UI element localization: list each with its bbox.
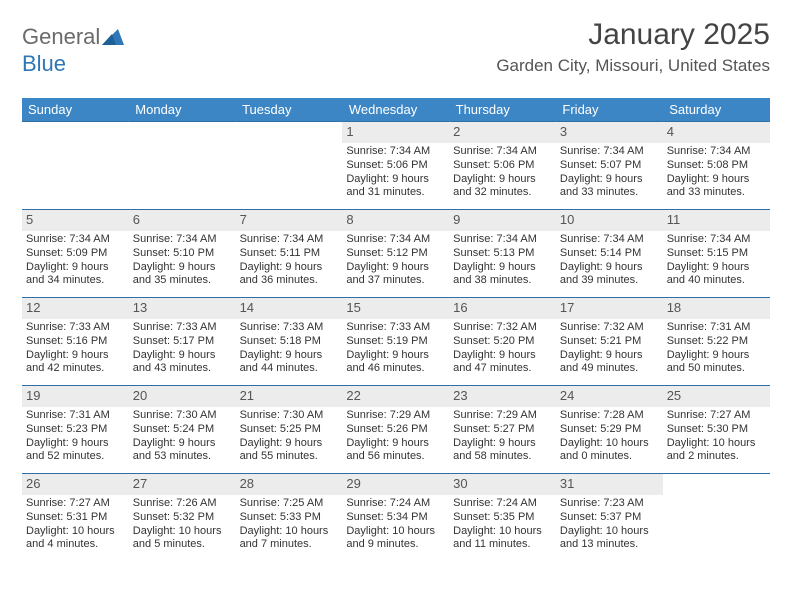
day-number-cell: 12	[22, 298, 129, 320]
day-detail-cell: Sunrise: 7:27 AMSunset: 5:30 PMDaylight:…	[663, 407, 770, 474]
day-number-cell: 20	[129, 386, 236, 408]
day-detail-cell: Sunrise: 7:34 AMSunset: 5:14 PMDaylight:…	[556, 231, 663, 298]
day-number-row: 19202122232425	[22, 386, 770, 408]
day-detail-cell: Sunrise: 7:32 AMSunset: 5:21 PMDaylight:…	[556, 319, 663, 386]
col-wednesday: Wednesday	[342, 98, 449, 122]
day-number-cell: 17	[556, 298, 663, 320]
day-number-cell: 19	[22, 386, 129, 408]
day-detail-cell: Sunrise: 7:29 AMSunset: 5:27 PMDaylight:…	[449, 407, 556, 474]
day-number-cell: 9	[449, 210, 556, 232]
day-number-cell: 8	[342, 210, 449, 232]
col-friday: Friday	[556, 98, 663, 122]
day-detail-cell: Sunrise: 7:34 AMSunset: 5:15 PMDaylight:…	[663, 231, 770, 298]
day-detail-cell: Sunrise: 7:34 AMSunset: 5:13 PMDaylight:…	[449, 231, 556, 298]
day-number-cell	[22, 122, 129, 144]
day-detail-cell	[236, 143, 343, 210]
day-detail-cell: Sunrise: 7:30 AMSunset: 5:24 PMDaylight:…	[129, 407, 236, 474]
col-saturday: Saturday	[663, 98, 770, 122]
col-thursday: Thursday	[449, 98, 556, 122]
day-detail-cell: Sunrise: 7:29 AMSunset: 5:26 PMDaylight:…	[342, 407, 449, 474]
day-detail-cell	[129, 143, 236, 210]
day-number-cell: 25	[663, 386, 770, 408]
day-number-cell: 4	[663, 122, 770, 144]
day-number-cell: 22	[342, 386, 449, 408]
calendar-page: General Blue January 2025 Garden City, M…	[0, 0, 792, 612]
day-detail-cell: Sunrise: 7:32 AMSunset: 5:20 PMDaylight:…	[449, 319, 556, 386]
day-number-cell: 23	[449, 386, 556, 408]
day-number-cell: 31	[556, 474, 663, 496]
day-detail-cell: Sunrise: 7:34 AMSunset: 5:12 PMDaylight:…	[342, 231, 449, 298]
day-number-row: 12131415161718	[22, 298, 770, 320]
day-number-cell: 2	[449, 122, 556, 144]
day-detail-cell: Sunrise: 7:30 AMSunset: 5:25 PMDaylight:…	[236, 407, 343, 474]
day-detail-cell: Sunrise: 7:25 AMSunset: 5:33 PMDaylight:…	[236, 495, 343, 561]
day-number-cell: 28	[236, 474, 343, 496]
day-detail-row: Sunrise: 7:33 AMSunset: 5:16 PMDaylight:…	[22, 319, 770, 386]
day-detail-cell: Sunrise: 7:34 AMSunset: 5:06 PMDaylight:…	[342, 143, 449, 210]
day-detail-cell: Sunrise: 7:33 AMSunset: 5:19 PMDaylight:…	[342, 319, 449, 386]
day-detail-cell: Sunrise: 7:33 AMSunset: 5:17 PMDaylight:…	[129, 319, 236, 386]
location-subtitle: Garden City, Missouri, United States	[496, 56, 770, 76]
day-detail-row: Sunrise: 7:27 AMSunset: 5:31 PMDaylight:…	[22, 495, 770, 561]
day-detail-cell: Sunrise: 7:24 AMSunset: 5:35 PMDaylight:…	[449, 495, 556, 561]
day-detail-cell: Sunrise: 7:34 AMSunset: 5:09 PMDaylight:…	[22, 231, 129, 298]
sail-icon	[102, 28, 124, 51]
day-number-cell: 21	[236, 386, 343, 408]
day-detail-cell: Sunrise: 7:31 AMSunset: 5:22 PMDaylight:…	[663, 319, 770, 386]
brand-word-2: Blue	[22, 51, 66, 76]
day-number-cell: 3	[556, 122, 663, 144]
day-detail-cell	[22, 143, 129, 210]
weekday-header-row: Sunday Monday Tuesday Wednesday Thursday…	[22, 98, 770, 122]
day-detail-cell: Sunrise: 7:23 AMSunset: 5:37 PMDaylight:…	[556, 495, 663, 561]
day-number-cell: 16	[449, 298, 556, 320]
day-number-cell: 29	[342, 474, 449, 496]
day-number-cell: 7	[236, 210, 343, 232]
day-number-cell: 26	[22, 474, 129, 496]
day-number-cell: 15	[342, 298, 449, 320]
day-detail-cell: Sunrise: 7:26 AMSunset: 5:32 PMDaylight:…	[129, 495, 236, 561]
day-number-row: 567891011	[22, 210, 770, 232]
day-detail-cell: Sunrise: 7:34 AMSunset: 5:10 PMDaylight:…	[129, 231, 236, 298]
day-number-row: 1234	[22, 122, 770, 144]
day-detail-cell: Sunrise: 7:34 AMSunset: 5:11 PMDaylight:…	[236, 231, 343, 298]
col-monday: Monday	[129, 98, 236, 122]
page-title: January 2025	[588, 18, 770, 52]
day-number-cell: 27	[129, 474, 236, 496]
col-tuesday: Tuesday	[236, 98, 343, 122]
col-sunday: Sunday	[22, 98, 129, 122]
day-number-cell: 13	[129, 298, 236, 320]
day-detail-row: Sunrise: 7:34 AMSunset: 5:06 PMDaylight:…	[22, 143, 770, 210]
day-number-cell: 30	[449, 474, 556, 496]
header: General Blue January 2025 Garden City, M…	[22, 20, 770, 92]
day-number-cell: 11	[663, 210, 770, 232]
day-number-cell	[236, 122, 343, 144]
day-detail-cell: Sunrise: 7:33 AMSunset: 5:18 PMDaylight:…	[236, 319, 343, 386]
day-number-cell: 14	[236, 298, 343, 320]
day-number-cell: 1	[342, 122, 449, 144]
day-number-cell: 24	[556, 386, 663, 408]
day-detail-cell: Sunrise: 7:34 AMSunset: 5:06 PMDaylight:…	[449, 143, 556, 210]
day-number-cell: 18	[663, 298, 770, 320]
day-number-cell	[129, 122, 236, 144]
day-detail-cell: Sunrise: 7:24 AMSunset: 5:34 PMDaylight:…	[342, 495, 449, 561]
day-number-cell	[663, 474, 770, 496]
day-detail-cell: Sunrise: 7:34 AMSunset: 5:08 PMDaylight:…	[663, 143, 770, 210]
day-detail-cell: Sunrise: 7:33 AMSunset: 5:16 PMDaylight:…	[22, 319, 129, 386]
brand-word-1: General	[22, 24, 100, 49]
day-detail-cell: Sunrise: 7:27 AMSunset: 5:31 PMDaylight:…	[22, 495, 129, 561]
day-number-cell: 10	[556, 210, 663, 232]
day-detail-cell	[663, 495, 770, 561]
calendar-table: Sunday Monday Tuesday Wednesday Thursday…	[22, 98, 770, 561]
day-detail-cell: Sunrise: 7:31 AMSunset: 5:23 PMDaylight:…	[22, 407, 129, 474]
day-detail-cell: Sunrise: 7:28 AMSunset: 5:29 PMDaylight:…	[556, 407, 663, 474]
day-number-row: 262728293031	[22, 474, 770, 496]
day-number-cell: 5	[22, 210, 129, 232]
brand-logo: General Blue	[22, 24, 124, 77]
day-detail-row: Sunrise: 7:34 AMSunset: 5:09 PMDaylight:…	[22, 231, 770, 298]
day-detail-row: Sunrise: 7:31 AMSunset: 5:23 PMDaylight:…	[22, 407, 770, 474]
day-number-cell: 6	[129, 210, 236, 232]
day-detail-cell: Sunrise: 7:34 AMSunset: 5:07 PMDaylight:…	[556, 143, 663, 210]
